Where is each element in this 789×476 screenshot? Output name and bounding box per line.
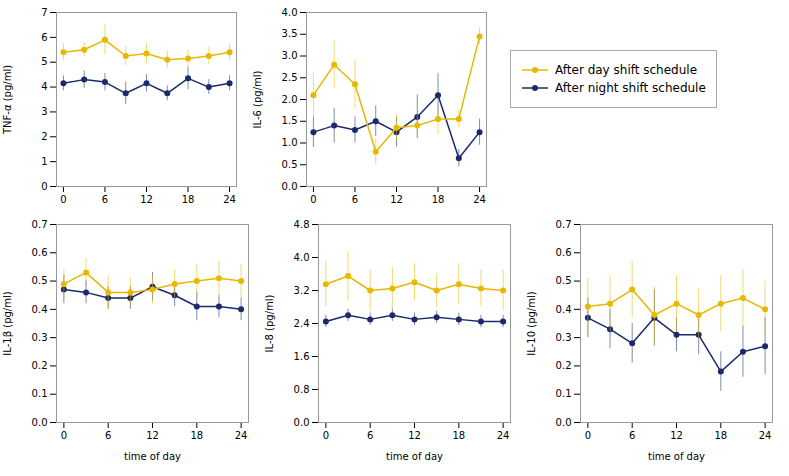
svg-text:1.5: 1.5 xyxy=(282,115,298,126)
svg-text:0: 0 xyxy=(41,181,47,192)
svg-text:12: 12 xyxy=(390,194,403,205)
svg-text:4.8: 4.8 xyxy=(294,219,310,230)
svg-text:0.1: 0.1 xyxy=(32,388,48,399)
svg-text:1.0: 1.0 xyxy=(282,137,298,148)
svg-text:24: 24 xyxy=(235,430,248,441)
svg-text:4: 4 xyxy=(41,81,47,92)
svg-text:24: 24 xyxy=(497,430,510,441)
svg-text:IL-1β (pg/ml): IL-1β (pg/ml) xyxy=(2,291,13,355)
svg-text:0.5: 0.5 xyxy=(556,275,572,286)
svg-text:6: 6 xyxy=(352,194,358,205)
html-text:After day shift schedule: After day shift schedule xyxy=(555,63,697,77)
svg-text:0.1: 0.1 xyxy=(556,388,572,399)
svg-text:18: 18 xyxy=(182,194,195,205)
svg-text:4.0: 4.0 xyxy=(282,7,298,18)
svg-text:24: 24 xyxy=(473,194,486,205)
svg-text:0.0: 0.0 xyxy=(556,417,572,428)
svg-text:3.0: 3.0 xyxy=(282,50,298,61)
html-text:After night shift schedule: After night shift schedule xyxy=(555,81,706,95)
svg-text:24: 24 xyxy=(223,194,236,205)
svg-text:6: 6 xyxy=(102,194,108,205)
svg-text:0: 0 xyxy=(60,194,66,205)
svg-text:0.3: 0.3 xyxy=(32,332,48,343)
svg-text:18: 18 xyxy=(452,430,465,441)
svg-text:0.7: 0.7 xyxy=(32,219,48,230)
svg-text:0.5: 0.5 xyxy=(282,159,298,170)
svg-text:0: 0 xyxy=(61,430,67,441)
svg-text:time of day: time of day xyxy=(386,451,443,462)
svg-text:0: 0 xyxy=(585,430,591,441)
svg-text:5: 5 xyxy=(41,56,47,67)
svg-text:0.8: 0.8 xyxy=(294,384,310,395)
svg-text:3.2: 3.2 xyxy=(294,285,310,296)
svg-text:time of day: time of day xyxy=(648,451,705,462)
svg-text:0.6: 0.6 xyxy=(32,247,48,258)
svg-text:18: 18 xyxy=(190,430,203,441)
svg-text:1: 1 xyxy=(41,156,47,167)
svg-text:12: 12 xyxy=(146,430,159,441)
svg-text:2.4: 2.4 xyxy=(294,318,310,329)
svg-text:0.2: 0.2 xyxy=(556,360,572,371)
svg-text:3: 3 xyxy=(41,106,47,117)
svg-text:6: 6 xyxy=(41,32,47,43)
svg-text:2.0: 2.0 xyxy=(282,94,298,105)
svg-text:6: 6 xyxy=(105,430,111,441)
svg-text:IL-8 (pg/ml): IL-8 (pg/ml) xyxy=(264,294,275,352)
svg-text:IL-10 (pg/ml): IL-10 (pg/ml) xyxy=(526,291,537,355)
svg-text:0.4: 0.4 xyxy=(32,304,48,315)
svg-text:1.6: 1.6 xyxy=(294,351,310,362)
svg-text:TNF-α (pg/ml): TNF-α (pg/ml) xyxy=(2,65,13,135)
svg-text:0.7: 0.7 xyxy=(556,219,572,230)
svg-text:0.3: 0.3 xyxy=(556,332,572,343)
svg-text:18: 18 xyxy=(714,430,727,441)
svg-text:0.4: 0.4 xyxy=(556,304,572,315)
svg-text:0: 0 xyxy=(323,430,329,441)
svg-text:12: 12 xyxy=(670,430,683,441)
svg-text:6: 6 xyxy=(629,430,635,441)
svg-text:6: 6 xyxy=(367,430,373,441)
svg-text:0.0: 0.0 xyxy=(282,181,298,192)
svg-text:0: 0 xyxy=(310,194,316,205)
svg-text:7: 7 xyxy=(41,7,47,18)
svg-text:2: 2 xyxy=(41,131,47,142)
svg-text:0.0: 0.0 xyxy=(32,417,48,428)
svg-text:0.2: 0.2 xyxy=(32,360,48,371)
svg-text:0.5: 0.5 xyxy=(32,275,48,286)
svg-text:2.5: 2.5 xyxy=(282,72,298,83)
svg-text:12: 12 xyxy=(408,430,421,441)
svg-text:IL-6 (pg/ml): IL-6 (pg/ml) xyxy=(252,70,263,128)
svg-text:time of day: time of day xyxy=(124,451,181,462)
svg-text:0.0: 0.0 xyxy=(294,417,310,428)
svg-text:3.5: 3.5 xyxy=(282,28,298,39)
svg-text:12: 12 xyxy=(140,194,153,205)
svg-text:18: 18 xyxy=(432,194,445,205)
svg-text:0.6: 0.6 xyxy=(556,247,572,258)
svg-text:24: 24 xyxy=(759,430,772,441)
svg-text:4.0: 4.0 xyxy=(294,252,310,263)
